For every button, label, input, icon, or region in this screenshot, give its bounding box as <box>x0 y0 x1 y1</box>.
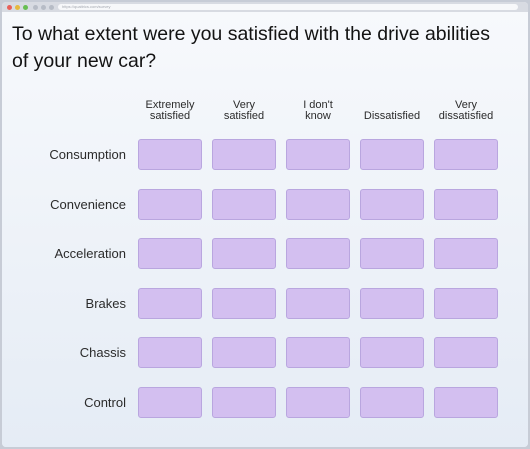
forward-icon[interactable] <box>41 5 46 10</box>
answer-cell-consumption-dissatisfied[interactable] <box>360 139 424 170</box>
row-label-acceleration: Acceleration <box>54 246 126 261</box>
answer-cell-chassis-extremely-satisfied[interactable] <box>138 337 202 368</box>
survey-page: To what extent were you satisfied with t… <box>2 12 528 447</box>
answer-cell-control-very-dissatisfied[interactable] <box>434 387 498 418</box>
back-icon[interactable] <box>33 5 38 10</box>
answer-cell-convenience-i-don-t-know[interactable] <box>286 189 350 220</box>
maximize-window-icon[interactable] <box>23 5 28 10</box>
answer-cell-convenience-very-dissatisfied[interactable] <box>434 189 498 220</box>
answer-cell-chassis-i-don-t-know[interactable] <box>286 337 350 368</box>
row-label-control: Control <box>84 395 126 410</box>
answer-cell-control-dissatisfied[interactable] <box>360 387 424 418</box>
answer-cell-brakes-dissatisfied[interactable] <box>360 288 424 319</box>
answer-cell-consumption-very-satisfied[interactable] <box>212 139 276 170</box>
answer-cell-chassis-very-satisfied[interactable] <box>212 337 276 368</box>
question-title: To what extent were you satisfied with t… <box>12 23 490 72</box>
minimize-window-icon[interactable] <box>15 5 20 10</box>
column-header-i-don-t-know: I don't know <box>303 99 333 122</box>
reload-icon[interactable] <box>49 5 54 10</box>
answer-cell-convenience-very-satisfied[interactable] <box>212 189 276 220</box>
answer-cell-brakes-i-don-t-know[interactable] <box>286 288 350 319</box>
answer-cell-acceleration-very-satisfied[interactable] <box>212 238 276 269</box>
row-label-chassis: Chassis <box>79 345 126 360</box>
address-bar[interactable]: https://qualtrics.com/survey <box>58 4 518 10</box>
answer-cell-control-extremely-satisfied[interactable] <box>138 387 202 418</box>
answer-cell-control-i-don-t-know[interactable] <box>286 387 350 418</box>
row-label-convenience: Convenience <box>50 197 126 212</box>
answer-cell-acceleration-dissatisfied[interactable] <box>360 238 424 269</box>
answer-cell-acceleration-i-don-t-know[interactable] <box>286 238 350 269</box>
answer-cell-acceleration-extremely-satisfied[interactable] <box>138 238 202 269</box>
answer-cell-chassis-very-dissatisfied[interactable] <box>434 337 498 368</box>
column-header-dissatisfied: Dissatisfied <box>363 110 421 122</box>
browser-toolbar: https://qualtrics.com/survey <box>2 2 528 12</box>
column-header-very-dissatisfied: Very dissatisfied <box>438 99 494 122</box>
column-header-very-satisfied: Very satisfied <box>223 99 265 122</box>
answer-cell-convenience-extremely-satisfied[interactable] <box>138 189 202 220</box>
answer-cell-consumption-extremely-satisfied[interactable] <box>138 139 202 170</box>
answer-cell-chassis-dissatisfied[interactable] <box>360 337 424 368</box>
answer-cell-consumption-i-don-t-know[interactable] <box>286 139 350 170</box>
close-window-icon[interactable] <box>7 5 12 10</box>
answer-cell-brakes-very-satisfied[interactable] <box>212 288 276 319</box>
answer-cell-brakes-extremely-satisfied[interactable] <box>138 288 202 319</box>
answer-cell-acceleration-very-dissatisfied[interactable] <box>434 238 498 269</box>
answer-cell-convenience-dissatisfied[interactable] <box>360 189 424 220</box>
answer-cell-consumption-very-dissatisfied[interactable] <box>434 139 498 170</box>
answer-cell-brakes-very-dissatisfied[interactable] <box>434 288 498 319</box>
answer-cell-control-very-satisfied[interactable] <box>212 387 276 418</box>
row-label-consumption: Consumption <box>49 147 126 162</box>
column-header-extremely-satisfied: Extremely satisfied <box>145 99 195 122</box>
row-label-brakes: Brakes <box>85 296 126 311</box>
